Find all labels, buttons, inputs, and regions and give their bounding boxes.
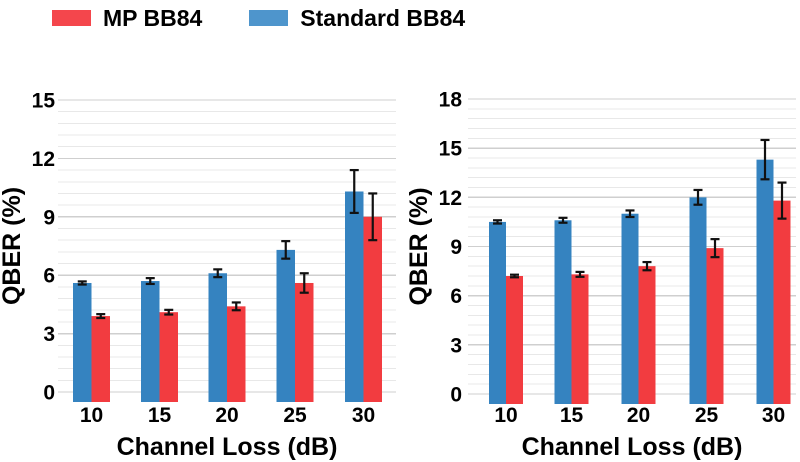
right-chart-xtick-15: 15 <box>560 404 584 427</box>
legend-label-mp-bb84: MP BB84 <box>103 4 203 31</box>
left-chart-xtick-25: 25 <box>283 404 307 427</box>
right-chart-xtick-25: 25 <box>695 404 719 427</box>
left-chart-xtick-20: 20 <box>215 404 238 427</box>
right-chart-xtick-10: 10 <box>494 404 517 427</box>
right-chart-ytick-18: 18 <box>439 89 463 112</box>
left-chart-xtick-10: 10 <box>80 404 103 427</box>
right-chart-ytick-15: 15 <box>439 138 463 161</box>
right-chart-xtick-30: 30 <box>762 404 785 427</box>
left-chart-xtick-15: 15 <box>148 404 172 427</box>
legend-item-standard-bb84: Standard BB84 <box>249 5 465 32</box>
left-chart-xtick-30: 30 <box>352 404 375 427</box>
left-chart-xaxis-title: Channel Loss (dB) <box>117 433 338 461</box>
right-chart-ytick-6: 6 <box>450 285 462 308</box>
left-chart-ytick-15: 15 <box>32 90 56 113</box>
right-chart-xtick-20: 20 <box>627 404 650 427</box>
left-chart-ytick-0: 0 <box>43 382 55 405</box>
legend-label-standard-bb84: Standard BB84 <box>300 4 466 31</box>
left-chart-ytick-9: 9 <box>43 206 55 229</box>
legend-item-mp-bb84: MP BB84 <box>52 5 202 32</box>
right-chart-xaxis-title: Channel Loss (dB) <box>522 433 743 461</box>
legend-swatch-standard-bb84-icon <box>249 10 289 26</box>
right-chart-ytick-9: 9 <box>450 236 462 259</box>
right-chart-yaxis-title: QBER (%) <box>405 187 433 305</box>
left-chart-ytick-12: 12 <box>32 148 55 171</box>
right-chart-ytick-3: 3 <box>450 334 462 357</box>
legend-swatch-mp-bb84-icon <box>52 10 91 26</box>
right-chart-ytick-12: 12 <box>439 187 462 210</box>
chart-legend: MP BB84 Standard BB84 <box>52 5 465 31</box>
right-chart-ytick-0: 0 <box>450 384 462 407</box>
left-chart-ytick-6: 6 <box>43 265 55 288</box>
left-chart-yaxis-title: QBER (%) <box>0 187 26 305</box>
left-chart-ytick-3: 3 <box>43 323 55 346</box>
